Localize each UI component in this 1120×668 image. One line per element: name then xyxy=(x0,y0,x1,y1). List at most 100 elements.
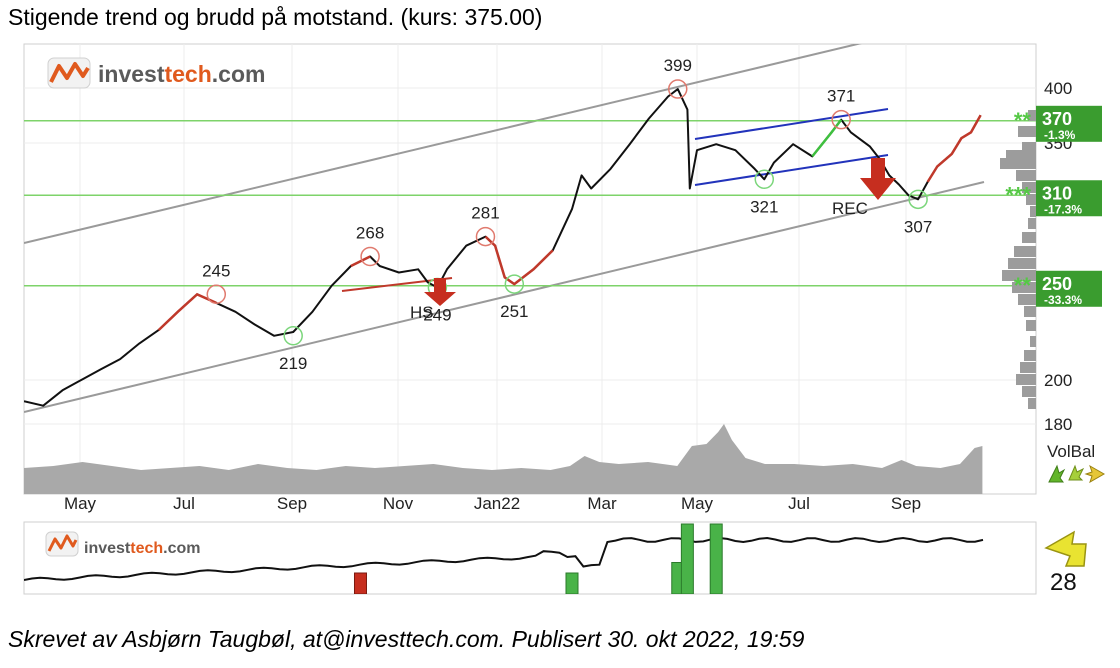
level-badge xyxy=(1036,270,1102,307)
rec-down-arrow-icon xyxy=(860,158,896,200)
hs-neckline xyxy=(341,277,453,292)
peak-top-marker xyxy=(206,284,227,305)
grid xyxy=(24,44,1036,494)
indicator-bar xyxy=(709,523,723,594)
indicator-bar xyxy=(680,523,694,594)
peak-bottom-marker xyxy=(504,274,525,294)
peak-bottom-marker xyxy=(908,189,928,210)
volume-profile-bar xyxy=(1030,336,1036,347)
peak-top-marker xyxy=(831,109,851,130)
channel-lower-line xyxy=(24,181,985,413)
price-highlight-segment xyxy=(926,114,982,183)
trend-channel xyxy=(24,44,985,413)
volume-profile-bar xyxy=(1020,362,1036,373)
rec-label: REC xyxy=(832,199,868,218)
rectangle-lower-line xyxy=(694,154,889,186)
level-stars: *** xyxy=(1005,182,1031,207)
investtech-logo-icon xyxy=(45,531,79,557)
volume-profile-bar xyxy=(1028,110,1036,121)
volume-profile-bar xyxy=(1016,170,1036,181)
indicator-arrow-icon xyxy=(1044,530,1087,567)
volbal-arrows xyxy=(1048,464,1106,484)
volume-profile-bar xyxy=(1024,350,1036,361)
peak-top-marker xyxy=(475,226,496,247)
peak-label: 268 xyxy=(356,224,384,243)
peak-label: 321 xyxy=(750,197,778,216)
indicator-value: 28 xyxy=(1050,569,1077,596)
peak-label: 251 xyxy=(500,302,528,321)
price-series-highlights xyxy=(157,114,982,332)
volume-profile-bar xyxy=(1000,158,1036,169)
level-badge xyxy=(1036,180,1102,217)
x-tick-label: Sep xyxy=(277,494,307,513)
rectangle-upper-line xyxy=(694,108,889,140)
x-tick-label: Jul xyxy=(173,494,195,513)
volbal-label: VolBal xyxy=(1047,442,1095,461)
volbal-up-arrow-icon xyxy=(1048,464,1066,483)
x-tick-label: Nov xyxy=(383,494,414,513)
level-badge-value: 370 xyxy=(1042,109,1072,129)
volume-profile-bar xyxy=(1030,206,1036,217)
volume-profile-bar xyxy=(1026,320,1036,331)
level-badge-value: 310 xyxy=(1042,183,1072,203)
x-tick-label: Jan22 xyxy=(474,494,520,513)
peak-label: 399 xyxy=(664,56,692,75)
main-panel xyxy=(23,43,1037,495)
peak-label: 307 xyxy=(904,217,932,236)
indicator-panel xyxy=(23,521,1037,595)
peak-top-marker xyxy=(360,246,380,267)
indicator-bar xyxy=(353,572,367,594)
level-badge xyxy=(1036,105,1102,142)
hs-down-arrow-icon xyxy=(424,278,456,306)
x-tick-label: Jul xyxy=(788,494,810,513)
volume-profile-bar xyxy=(1018,294,1036,305)
indicator-bars xyxy=(353,523,723,594)
footer-credit: Skrevet av Asbjørn Taugbøl, at@investtec… xyxy=(8,626,805,652)
hs-pattern: HS xyxy=(410,278,456,322)
volume-profile-bar xyxy=(1022,142,1036,153)
volume-profile-bar xyxy=(1028,398,1036,409)
level-badge-pct: -17.3% xyxy=(1044,202,1082,216)
level-badge-pct: -1.3% xyxy=(1044,128,1076,142)
y-tick-label: 400 xyxy=(1044,79,1072,98)
price-highlight-segment xyxy=(157,292,217,332)
x-tick-label: May xyxy=(64,494,97,513)
y-tick-label: 200 xyxy=(1044,371,1072,390)
indicator-logo: investtech.com xyxy=(45,531,201,557)
level-lines xyxy=(24,120,1036,287)
volume-profile-bar xyxy=(1014,246,1036,257)
price-highlight-segment xyxy=(484,235,554,286)
volume-profile-bar xyxy=(1016,374,1036,385)
indicator-bar xyxy=(565,572,579,594)
volume-profile xyxy=(1000,110,1036,409)
volume-profile-bar xyxy=(1018,126,1036,137)
price-series-line xyxy=(24,88,982,407)
peak-top-marker xyxy=(668,79,688,99)
level-badges: ** 370-1.3% *** 310-17.3% ** 250-33.3% xyxy=(1005,105,1102,307)
svg-text:investtech.com: investtech.com xyxy=(98,61,265,87)
x-tick-label: Sep xyxy=(891,494,921,513)
peak-label: 281 xyxy=(471,204,499,223)
investtech-logo: investtech.com xyxy=(47,57,265,89)
channel-upper-line xyxy=(24,44,862,244)
peak-bottom-marker xyxy=(754,169,775,190)
volume-profile-bar xyxy=(1028,218,1036,229)
page-title: Stigende trend og brudd på motstand. (ku… xyxy=(8,4,543,30)
volume-area xyxy=(24,424,983,494)
rec-pattern: REC xyxy=(832,158,896,218)
x-tick-label: May xyxy=(681,494,714,513)
volume-profile-bar xyxy=(1024,306,1036,317)
volume-profile-bar xyxy=(1022,182,1036,193)
volume-profile-bar xyxy=(1002,270,1036,281)
indicator-line xyxy=(24,536,984,581)
level-badge-value: 250 xyxy=(1042,274,1072,294)
volbal-up-arrow-icon xyxy=(1068,464,1085,481)
peak-label: 249 xyxy=(423,305,451,324)
x-axis: May Jul Sep Nov Jan22 Mar May Jul Sep xyxy=(64,494,921,513)
volbal-right-arrow-icon xyxy=(1084,464,1106,484)
volume-profile-bar xyxy=(1022,386,1036,397)
volume-profile-bar xyxy=(1008,258,1036,269)
peak-label: 245 xyxy=(202,261,230,280)
peak-bottom-marker xyxy=(283,326,303,346)
